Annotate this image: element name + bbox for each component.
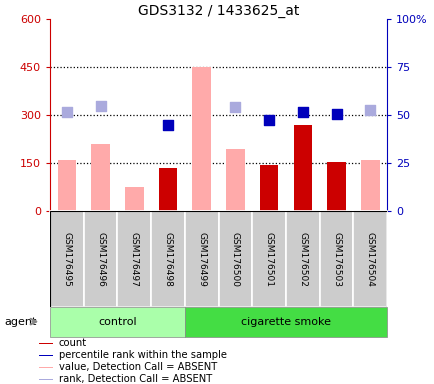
- Bar: [151, 211, 184, 307]
- Bar: [184, 306, 386, 337]
- Point: [299, 109, 306, 115]
- Bar: [286, 211, 319, 307]
- Point: [164, 122, 171, 128]
- Bar: [117, 211, 151, 307]
- Text: GSM176501: GSM176501: [264, 232, 273, 287]
- Text: cigarette smoke: cigarette smoke: [240, 316, 330, 327]
- Text: GSM176498: GSM176498: [163, 232, 172, 286]
- Bar: [50, 211, 83, 307]
- Bar: [50, 306, 184, 337]
- Bar: [252, 211, 286, 307]
- Bar: [184, 211, 218, 307]
- Bar: [39, 355, 53, 356]
- Bar: [57, 160, 76, 211]
- Bar: [84, 211, 117, 307]
- Bar: [259, 165, 278, 211]
- Bar: [158, 168, 177, 211]
- Bar: [319, 211, 353, 307]
- Bar: [360, 160, 379, 211]
- Text: GSM176497: GSM176497: [129, 232, 138, 286]
- Bar: [39, 379, 53, 380]
- Text: rank, Detection Call = ABSENT: rank, Detection Call = ABSENT: [59, 374, 212, 384]
- Bar: [226, 149, 244, 211]
- Text: GSM176496: GSM176496: [96, 232, 105, 286]
- Bar: [192, 67, 210, 211]
- Text: GSM176495: GSM176495: [62, 232, 71, 286]
- Point: [265, 117, 272, 123]
- Bar: [218, 211, 252, 307]
- Bar: [39, 343, 53, 344]
- Text: GSM176499: GSM176499: [197, 232, 206, 286]
- Bar: [125, 187, 143, 211]
- Point: [231, 104, 238, 110]
- Bar: [293, 125, 312, 211]
- Text: control: control: [98, 316, 136, 327]
- Bar: [39, 367, 53, 368]
- Text: percentile rank within the sample: percentile rank within the sample: [59, 351, 227, 361]
- Point: [332, 111, 339, 117]
- Text: GSM176500: GSM176500: [230, 232, 240, 287]
- Text: count: count: [59, 338, 87, 348]
- Text: GSM176504: GSM176504: [365, 232, 374, 286]
- Title: GDS3132 / 1433625_at: GDS3132 / 1433625_at: [138, 4, 299, 18]
- Text: GSM176503: GSM176503: [331, 232, 340, 287]
- Bar: [91, 144, 110, 211]
- Text: agent: agent: [4, 316, 36, 327]
- Text: GSM176502: GSM176502: [298, 232, 307, 286]
- Text: value, Detection Call = ABSENT: value, Detection Call = ABSENT: [59, 362, 217, 372]
- Bar: [353, 211, 386, 307]
- Point: [366, 107, 373, 114]
- Point: [63, 109, 70, 115]
- Point: [97, 103, 104, 109]
- Bar: [326, 162, 345, 211]
